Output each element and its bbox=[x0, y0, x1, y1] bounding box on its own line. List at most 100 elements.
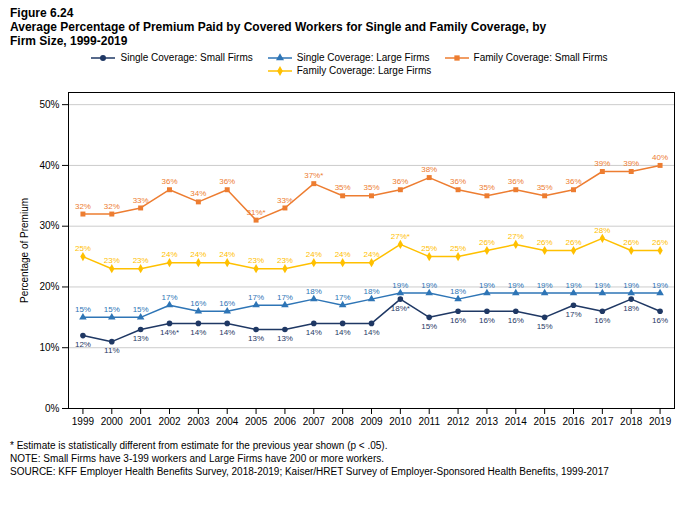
svg-text:19%: 19% bbox=[537, 281, 553, 290]
svg-text:32%: 32% bbox=[104, 202, 120, 211]
svg-text:19%: 19% bbox=[623, 281, 639, 290]
svg-text:19%: 19% bbox=[479, 281, 495, 290]
svg-text:19%: 19% bbox=[421, 281, 437, 290]
svg-text:36%: 36% bbox=[565, 177, 581, 186]
svg-text:13%: 13% bbox=[248, 334, 264, 343]
svg-text:25%: 25% bbox=[421, 244, 437, 253]
svg-text:23%: 23% bbox=[277, 256, 293, 265]
svg-text:30%: 30% bbox=[39, 220, 59, 231]
svg-text:36%: 36% bbox=[450, 177, 466, 186]
svg-text:19%: 19% bbox=[594, 281, 610, 290]
svg-text:19%: 19% bbox=[565, 281, 581, 290]
svg-text:25%: 25% bbox=[450, 244, 466, 253]
svg-text:36%: 36% bbox=[219, 177, 235, 186]
svg-text:37%*: 37%* bbox=[304, 171, 323, 180]
svg-text:24%: 24% bbox=[219, 250, 235, 259]
svg-text:36%: 36% bbox=[161, 177, 177, 186]
svg-text:15%: 15% bbox=[421, 322, 437, 331]
svg-text:10%: 10% bbox=[39, 342, 59, 353]
svg-text:19%: 19% bbox=[652, 281, 668, 290]
svg-text:2002: 2002 bbox=[158, 416, 181, 427]
svg-text:12%: 12% bbox=[75, 340, 91, 349]
svg-text:17%: 17% bbox=[161, 293, 177, 302]
svg-text:2004: 2004 bbox=[216, 416, 239, 427]
svg-text:26%: 26% bbox=[537, 238, 553, 247]
svg-text:2019: 2019 bbox=[649, 416, 672, 427]
svg-text:32%: 32% bbox=[75, 202, 91, 211]
svg-text:23%: 23% bbox=[248, 256, 264, 265]
svg-text:16%: 16% bbox=[594, 316, 610, 325]
svg-text:18%: 18% bbox=[306, 287, 322, 296]
svg-text:26%: 26% bbox=[623, 238, 639, 247]
svg-text:2011: 2011 bbox=[418, 416, 440, 427]
svg-text:35%: 35% bbox=[363, 183, 379, 192]
svg-text:50%: 50% bbox=[39, 99, 59, 110]
svg-text:2014: 2014 bbox=[505, 416, 528, 427]
svg-text:15%: 15% bbox=[537, 322, 553, 331]
svg-text:33%: 33% bbox=[133, 196, 149, 205]
svg-text:2006: 2006 bbox=[274, 416, 297, 427]
svg-text:16%: 16% bbox=[190, 299, 206, 308]
svg-text:15%: 15% bbox=[104, 305, 120, 314]
svg-text:23%: 23% bbox=[133, 256, 149, 265]
svg-text:17%: 17% bbox=[335, 293, 351, 302]
svg-text:36%: 36% bbox=[508, 177, 524, 186]
svg-text:26%: 26% bbox=[652, 238, 668, 247]
svg-text:38%: 38% bbox=[421, 165, 437, 174]
svg-text:2008: 2008 bbox=[332, 416, 355, 427]
svg-text:15%: 15% bbox=[133, 305, 149, 314]
svg-text:11%: 11% bbox=[104, 346, 119, 355]
svg-text:26%: 26% bbox=[479, 238, 495, 247]
svg-text:2003: 2003 bbox=[187, 416, 210, 427]
svg-text:14%: 14% bbox=[335, 328, 351, 337]
svg-text:2016: 2016 bbox=[562, 416, 585, 427]
svg-text:13%: 13% bbox=[277, 334, 293, 343]
svg-text:17%: 17% bbox=[565, 310, 581, 319]
svg-text:34%: 34% bbox=[190, 189, 206, 198]
svg-text:24%: 24% bbox=[190, 250, 206, 259]
svg-text:16%: 16% bbox=[219, 299, 235, 308]
svg-text:35%: 35% bbox=[537, 183, 553, 192]
svg-text:14%: 14% bbox=[363, 328, 379, 337]
svg-text:36%: 36% bbox=[392, 177, 408, 186]
svg-text:2012: 2012 bbox=[447, 416, 470, 427]
svg-text:2007: 2007 bbox=[303, 416, 326, 427]
svg-text:24%: 24% bbox=[363, 250, 379, 259]
svg-text:13%: 13% bbox=[133, 334, 149, 343]
svg-text:31%*: 31%* bbox=[247, 208, 266, 217]
svg-text:18%: 18% bbox=[450, 287, 466, 296]
svg-text:23%: 23% bbox=[104, 256, 120, 265]
svg-text:14%: 14% bbox=[219, 328, 235, 337]
svg-text:14%: 14% bbox=[190, 328, 206, 337]
svg-text:Percentage of Premium: Percentage of Premium bbox=[19, 198, 30, 303]
svg-text:27%*: 27%* bbox=[391, 232, 410, 241]
svg-text:17%: 17% bbox=[248, 293, 264, 302]
svg-text:2009: 2009 bbox=[360, 416, 383, 427]
svg-text:20%: 20% bbox=[39, 281, 59, 292]
svg-text:2005: 2005 bbox=[245, 416, 268, 427]
svg-text:16%: 16% bbox=[450, 316, 466, 325]
svg-text:27%: 27% bbox=[508, 232, 524, 241]
svg-text:16%: 16% bbox=[508, 316, 524, 325]
svg-text:17%: 17% bbox=[277, 293, 293, 302]
svg-text:18%: 18% bbox=[363, 287, 379, 296]
svg-text:2010: 2010 bbox=[389, 416, 412, 427]
svg-text:2018: 2018 bbox=[620, 416, 643, 427]
svg-text:14%*: 14%* bbox=[160, 328, 179, 337]
svg-text:16%: 16% bbox=[479, 316, 495, 325]
svg-text:24%: 24% bbox=[161, 250, 177, 259]
svg-text:24%: 24% bbox=[335, 250, 351, 259]
svg-text:2001: 2001 bbox=[130, 416, 153, 427]
svg-text:26%: 26% bbox=[565, 238, 581, 247]
svg-text:14%: 14% bbox=[306, 328, 322, 337]
svg-text:2013: 2013 bbox=[476, 416, 499, 427]
svg-text:39%: 39% bbox=[594, 159, 610, 168]
svg-text:1999: 1999 bbox=[72, 416, 95, 427]
svg-text:19%: 19% bbox=[392, 281, 408, 290]
svg-text:19%: 19% bbox=[508, 281, 524, 290]
svg-text:18%: 18% bbox=[623, 304, 639, 313]
svg-text:24%: 24% bbox=[306, 250, 322, 259]
svg-text:35%: 35% bbox=[335, 183, 351, 192]
svg-text:25%: 25% bbox=[75, 244, 91, 253]
svg-text:28%: 28% bbox=[594, 226, 610, 235]
